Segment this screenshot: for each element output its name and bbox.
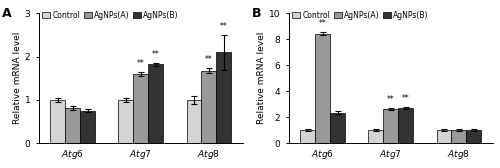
Legend: Control, AgNPs(A), AgNPs(B): Control, AgNPs(A), AgNPs(B): [42, 11, 179, 20]
Bar: [384, 109, 398, 143]
Bar: [466, 130, 481, 143]
Bar: [186, 100, 202, 143]
Bar: [398, 108, 413, 143]
Bar: [80, 111, 95, 143]
Text: **: **: [152, 50, 160, 59]
Bar: [202, 71, 216, 143]
Bar: [148, 65, 164, 143]
Text: A: A: [2, 7, 12, 20]
Text: **: **: [387, 95, 394, 104]
Bar: [50, 100, 65, 143]
Bar: [216, 52, 232, 143]
Y-axis label: Relative mRNA level: Relative mRNA level: [257, 32, 266, 124]
Text: **: **: [205, 55, 213, 65]
Legend: Control, AgNPs(A), AgNPs(B): Control, AgNPs(A), AgNPs(B): [292, 11, 429, 20]
Bar: [134, 74, 148, 143]
Text: **: **: [319, 19, 326, 28]
Text: **: **: [220, 22, 228, 31]
Text: **: **: [402, 94, 409, 103]
Bar: [452, 130, 466, 143]
Y-axis label: Relative mRNA level: Relative mRNA level: [13, 32, 22, 124]
Bar: [300, 130, 315, 143]
Bar: [330, 113, 345, 143]
Bar: [436, 130, 452, 143]
Bar: [368, 130, 384, 143]
Bar: [118, 100, 134, 143]
Bar: [315, 34, 330, 143]
Text: B: B: [252, 7, 262, 20]
Text: **: **: [137, 59, 144, 68]
Bar: [65, 108, 80, 143]
